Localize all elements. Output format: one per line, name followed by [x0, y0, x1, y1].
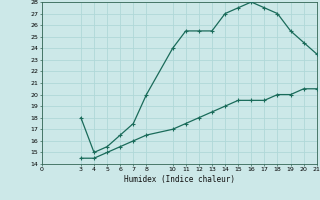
X-axis label: Humidex (Indice chaleur): Humidex (Indice chaleur) — [124, 175, 235, 184]
